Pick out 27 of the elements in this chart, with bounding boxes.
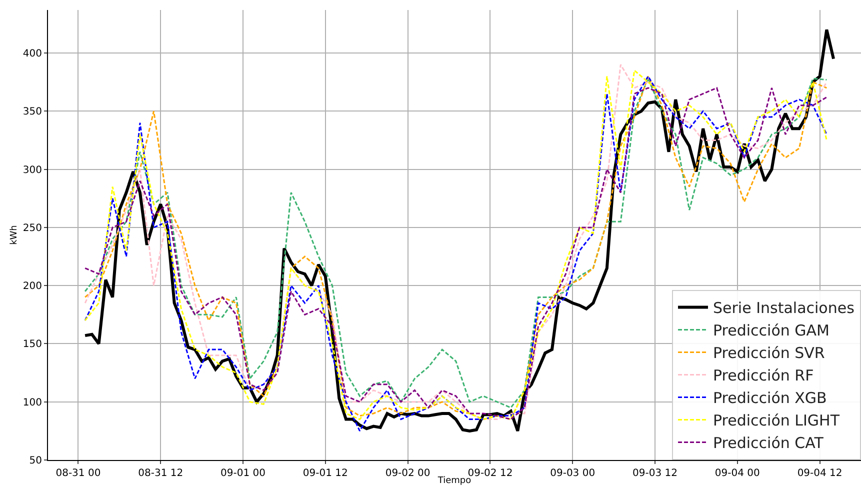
- y-tick-label: 350: [22, 106, 42, 118]
- y-tick-label: 150: [22, 339, 42, 350]
- legend-label: Predicción SVR: [713, 344, 825, 362]
- x-axis-title: Tiempo: [436, 476, 472, 486]
- x-tick-label: 09-01 00: [220, 468, 266, 479]
- y-tick-label: 200: [22, 281, 42, 292]
- x-tick-label: 09-04 00: [714, 468, 760, 479]
- x-tick-label: 09-03 00: [550, 468, 596, 479]
- legend-label: Predicción GAM: [713, 322, 830, 340]
- y-tick-label: 300: [22, 164, 42, 176]
- y-tick-label: 400: [22, 48, 42, 60]
- y-axis-title: kWh: [9, 225, 20, 245]
- x-tick-label: 09-03 12: [632, 468, 678, 479]
- x-tick-label: 09-01 12: [302, 468, 348, 479]
- legend-label: Predicción XGB: [713, 389, 827, 408]
- legend-label: Predicción RF: [713, 366, 814, 385]
- x-tick-label: 09-02 12: [468, 468, 513, 479]
- y-tick-label: 250: [22, 222, 42, 234]
- legend-label: Serie Instalaciones: [713, 299, 855, 318]
- x-tick-label: 09-04 12: [797, 468, 842, 479]
- x-tick-label: 08-31 12: [138, 468, 184, 479]
- x-tick-label: 08-31 00: [56, 468, 101, 479]
- y-tick-label: 100: [22, 397, 42, 408]
- legend-label: Predicción CAT: [713, 434, 824, 452]
- y-tick-label: 50: [29, 456, 42, 466]
- legend-label: Predicción LIGHT: [713, 412, 840, 430]
- x-tick-label: 09-02 00: [385, 468, 430, 479]
